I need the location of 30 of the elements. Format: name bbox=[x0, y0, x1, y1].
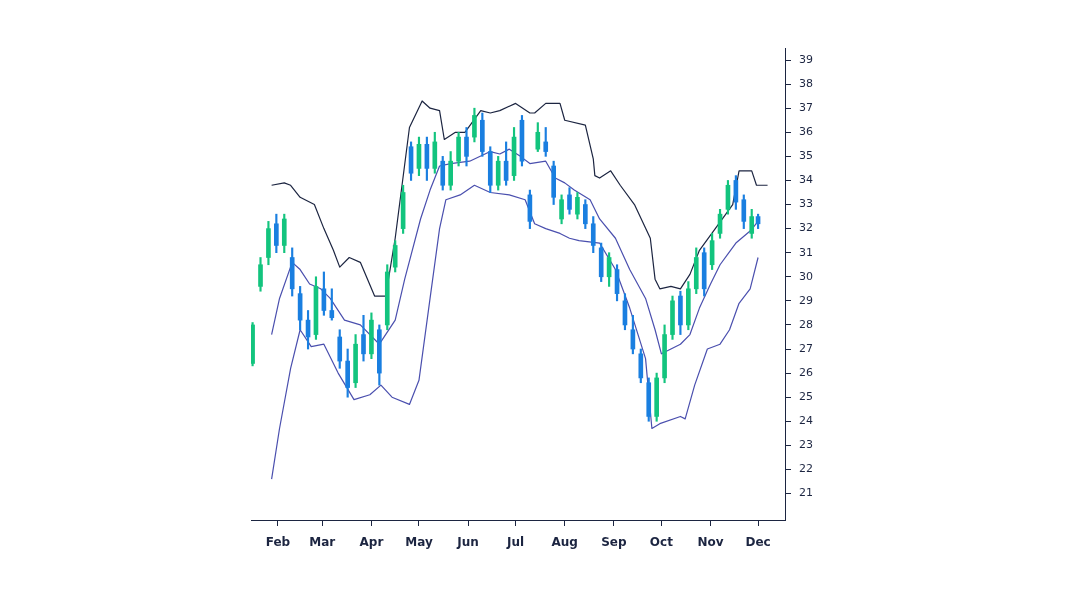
y-tick-label: 22 bbox=[799, 462, 813, 476]
y-tick-label: 21 bbox=[799, 486, 813, 500]
y-tick-label: 24 bbox=[799, 414, 813, 428]
x-tick-label: Apr bbox=[359, 535, 384, 550]
y-tick-label: 35 bbox=[799, 149, 813, 163]
y-tick-label: 27 bbox=[799, 341, 813, 355]
x-tick-label: Oct bbox=[649, 535, 674, 550]
x-tick-label: Nov bbox=[697, 535, 724, 550]
y-tick-label: 33 bbox=[799, 197, 813, 211]
y-tick-label: 31 bbox=[799, 245, 813, 259]
y-tick-label: 23 bbox=[799, 438, 813, 452]
x-tick-label: Feb bbox=[265, 535, 291, 550]
y-tick-label: 25 bbox=[799, 390, 813, 404]
x-tick-label: Jul bbox=[506, 535, 525, 550]
y-tick-label: 30 bbox=[799, 269, 813, 283]
y-tick-label: 28 bbox=[799, 317, 813, 331]
x-tick-label: May bbox=[405, 535, 433, 550]
x-tick-label: Jun bbox=[456, 535, 479, 550]
y-tick-label: 26 bbox=[799, 365, 813, 379]
y-tick-label: 34 bbox=[799, 173, 813, 187]
y-tick-label: 29 bbox=[799, 293, 813, 307]
x-tick-label: Sep bbox=[601, 535, 627, 550]
y-tick-label: 32 bbox=[799, 221, 813, 235]
y-tick-label: 37 bbox=[799, 101, 813, 115]
y-tick-label: 39 bbox=[799, 52, 813, 66]
x-tick-label: Dec bbox=[745, 535, 771, 550]
y-tick-label: 36 bbox=[799, 125, 813, 139]
x-tick-label: Mar bbox=[309, 535, 336, 550]
x-tick-label: Aug bbox=[551, 535, 578, 550]
y-tick-label: 38 bbox=[799, 76, 813, 90]
